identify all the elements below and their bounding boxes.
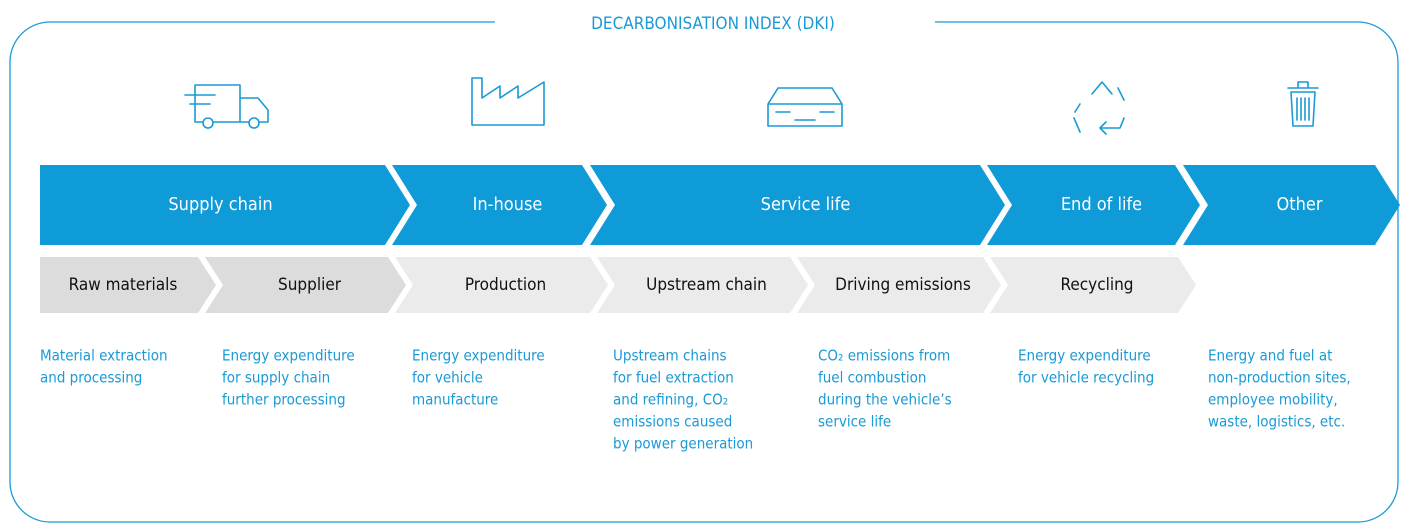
description-line: manufacture <box>412 391 498 409</box>
description-line: for vehicle <box>412 369 483 387</box>
description-line: Material extraction <box>40 347 168 365</box>
stage-chevron <box>797 257 1001 313</box>
phase-label: Other <box>1277 194 1323 215</box>
stage-label: Production <box>465 275 546 295</box>
description-line: waste, logistics, etc. <box>1208 413 1345 431</box>
description-line: CO₂ emissions from <box>818 347 950 365</box>
phase-label: In-house <box>473 194 543 215</box>
recycle-icon <box>1073 81 1125 135</box>
phase-chevron <box>590 165 1005 245</box>
stage-label: Supplier <box>278 275 342 295</box>
stage-label: Recycling <box>1060 275 1133 295</box>
stage-chevron <box>205 257 406 313</box>
description-line: Energy expenditure <box>1018 347 1151 365</box>
description-line: for fuel extraction <box>613 369 734 387</box>
description-line: further processing <box>222 391 346 409</box>
stage-label: Raw materials <box>69 275 178 295</box>
phase-label: End of life <box>1061 194 1142 215</box>
phase-chevron <box>1183 165 1400 245</box>
description-line: Energy expenditure <box>412 347 545 365</box>
phase-label: Service life <box>761 194 851 215</box>
stage-chevron <box>395 257 608 313</box>
trash-icon <box>1287 81 1319 127</box>
stage-label: Driving emissions <box>835 275 971 295</box>
description-line: fuel combustion <box>818 369 926 387</box>
description-line: Energy and fuel at <box>1208 347 1332 365</box>
truck-icon <box>184 84 269 129</box>
title: DECARBONISATION INDEX (DKI) <box>591 14 835 34</box>
description-line: emissions caused <box>613 413 732 431</box>
description-line: employee mobility, <box>1208 391 1338 409</box>
stage-chevron <box>597 257 808 313</box>
description-line: during the vehicle’s <box>818 391 952 409</box>
stage-chevron <box>40 257 216 313</box>
car-icon <box>767 87 843 127</box>
description-line: non-production sites, <box>1208 369 1351 387</box>
description-line: Energy expenditure <box>222 347 355 365</box>
phase-chevron <box>987 165 1200 245</box>
description-line: for supply chain <box>222 369 330 387</box>
stage-chevron <box>990 257 1196 313</box>
stage-label: Upstream chain <box>646 275 767 295</box>
factory-icon <box>471 77 545 126</box>
description-line: and refining, CO₂ <box>613 391 728 409</box>
title-gap <box>495 10 935 36</box>
phase-chevron <box>40 165 410 245</box>
description-line: by power generation <box>613 435 753 453</box>
description-line: and processing <box>40 369 142 387</box>
phase-label: Supply chain <box>168 194 272 215</box>
phase-chevron <box>392 165 607 245</box>
description-line: for vehicle recycling <box>1018 369 1154 387</box>
description-line: service life <box>818 413 891 431</box>
description-line: Upstream chains <box>613 347 727 365</box>
